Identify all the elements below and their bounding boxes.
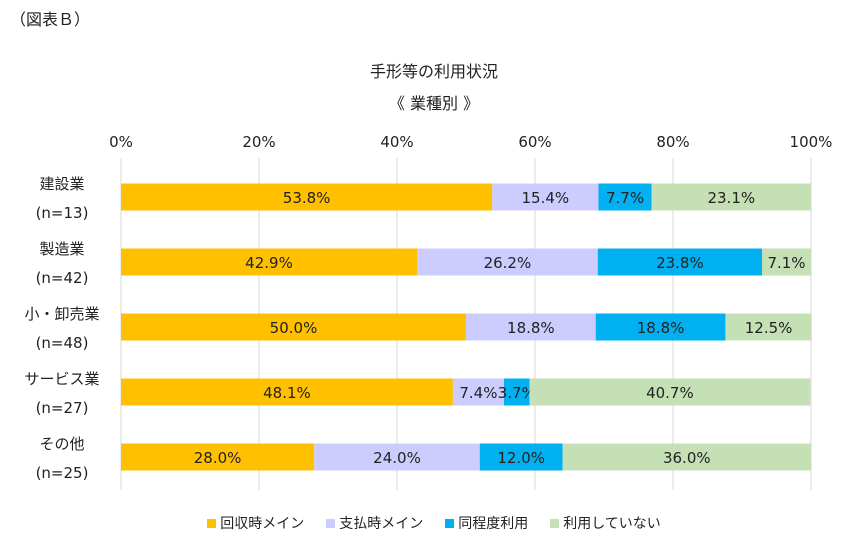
- bar-segment: [598, 183, 652, 211]
- x-tick-label: 60%: [518, 133, 551, 151]
- bar-segment: [529, 378, 811, 406]
- x-tick-label: 80%: [656, 133, 689, 151]
- legend-label: 回収時メイン: [220, 516, 305, 532]
- bar-segment: [121, 443, 315, 471]
- data-label: 23.8%: [656, 254, 704, 272]
- legend-label: 同程度利用: [458, 516, 529, 532]
- data-label: 7.4%: [459, 384, 497, 402]
- data-label: 7.7%: [606, 189, 644, 207]
- legend-item-equal-use: 同程度利用: [445, 513, 528, 533]
- chart-title: 手形等の利用状況: [369, 62, 498, 81]
- bar-segment: [725, 313, 812, 341]
- category-label: サービス業: [24, 370, 99, 388]
- data-label: 26.2%: [484, 254, 532, 272]
- x-tick-label: 40%: [380, 133, 413, 151]
- stacked-bar-chart: 0% 20% 40% 60% 80% 100% 建設業 (n=13) 53.8% 15.4% 7.7…: [24, 133, 833, 490]
- data-label: 36.0%: [663, 449, 711, 467]
- bar-segment: [121, 313, 466, 341]
- legend-swatch: [207, 518, 217, 528]
- bar-segment: [762, 248, 811, 276]
- bar-segment: [121, 378, 453, 406]
- category-n-label: (n=48): [36, 334, 89, 352]
- data-label: 18.8%: [507, 319, 555, 337]
- data-label: 12.5%: [745, 319, 793, 337]
- x-tick-label: 20%: [242, 133, 275, 151]
- bar-segment: [314, 443, 480, 471]
- bar-segment: [479, 443, 563, 471]
- category-n-label: (n=27): [36, 399, 89, 417]
- category-label: その他: [39, 435, 84, 453]
- bar-segment: [417, 248, 598, 276]
- legend-item-collect-main: 回収時メイン: [207, 513, 304, 533]
- data-label: 40.7%: [646, 384, 694, 402]
- legend: 回収時メイン 支払時メイン 同程度利用 利用していない: [0, 513, 868, 533]
- bar-segment: [651, 183, 811, 211]
- legend-swatch: [445, 518, 455, 528]
- category-label: 小・卸売業: [24, 305, 99, 323]
- bar-segment: [595, 313, 726, 341]
- legend-item-not-used: 利用していない: [550, 513, 661, 533]
- data-label: 18.8%: [637, 319, 685, 337]
- legend-label: 利用していない: [563, 516, 661, 532]
- data-label: 28.0%: [194, 449, 242, 467]
- data-label: 12.0%: [497, 449, 545, 467]
- data-label: 53.8%: [283, 189, 331, 207]
- bar-segment: [452, 378, 504, 406]
- category-label: 製造業: [39, 240, 84, 258]
- data-label: 48.1%: [263, 384, 311, 402]
- bar-segment: [121, 183, 493, 211]
- data-label: 15.4%: [522, 189, 570, 207]
- bar-segment: [562, 443, 811, 471]
- category-label: 建設業: [39, 175, 84, 193]
- bar-segment: [121, 248, 418, 276]
- bar-segment: [492, 183, 599, 211]
- figure-label: （図表Ｂ）: [10, 10, 91, 29]
- legend-swatch: [550, 518, 560, 528]
- legend-swatch: [326, 518, 336, 528]
- data-label: 3.7%: [498, 384, 536, 402]
- chart-subtitle: 《 業種別 》: [388, 94, 480, 113]
- category-n-label: (n=13): [36, 204, 89, 222]
- legend-item-pay-main: 支払時メイン: [326, 513, 423, 533]
- data-label: 23.1%: [707, 189, 755, 207]
- data-label: 42.9%: [245, 254, 293, 272]
- data-label: 24.0%: [373, 449, 421, 467]
- legend-label: 支払時メイン: [339, 516, 424, 532]
- data-label: 7.1%: [767, 254, 805, 272]
- category-n-label: (n=42): [36, 269, 89, 287]
- category-n-label: (n=25): [36, 464, 89, 482]
- data-label: 50.0%: [270, 319, 318, 337]
- bar-segment: [597, 248, 763, 276]
- bar-segment: [466, 313, 596, 341]
- bar-segment: [503, 378, 530, 406]
- x-tick-label: 100%: [790, 133, 833, 151]
- x-tick-label: 0%: [109, 133, 133, 151]
